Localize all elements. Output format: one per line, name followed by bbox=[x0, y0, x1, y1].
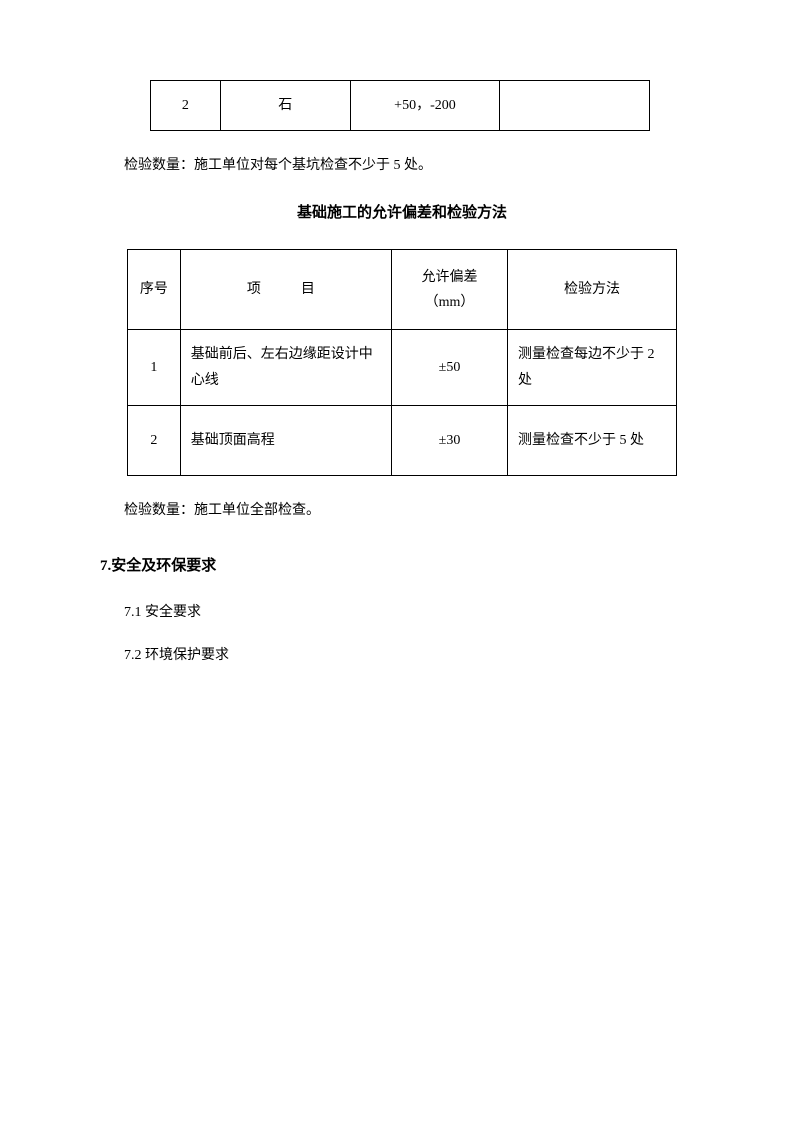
header-item: 项目 bbox=[180, 250, 391, 330]
cell-item: 石 bbox=[220, 81, 350, 131]
header-method: 检验方法 bbox=[508, 250, 677, 330]
table-row: 1 基础前后、左右边缘距设计中心线 ±50 测量检查每边不少于 2 处 bbox=[128, 330, 677, 405]
table2-title: 基础施工的允许偏差和检验方法 bbox=[100, 200, 704, 227]
table-row: 2 石 +50，-200 bbox=[151, 81, 650, 131]
cell-method: 测量检查不少于 5 处 bbox=[508, 405, 677, 475]
cell-tolerance: ±50 bbox=[391, 330, 507, 405]
header-tolerance-l2: （mm） bbox=[425, 295, 475, 310]
cell-no: 2 bbox=[151, 81, 221, 131]
tolerance-table: 序号 项目 允许偏差 （mm） 检验方法 1 基础前后、左右边缘距设计中心线 ±… bbox=[127, 249, 677, 475]
table-header-row: 序号 项目 允许偏差 （mm） 检验方法 bbox=[128, 250, 677, 330]
inspection-note-2: 检验数量：施工单位全部检查。 bbox=[124, 498, 704, 523]
header-no: 序号 bbox=[128, 250, 181, 330]
cell-method bbox=[500, 81, 650, 131]
table-row: 2 基础顶面高程 ±30 测量检查不少于 5 处 bbox=[128, 405, 677, 475]
header-tolerance: 允许偏差 （mm） bbox=[391, 250, 507, 330]
cell-item: 基础顶面高程 bbox=[180, 405, 391, 475]
page-content: 2 石 +50，-200 检验数量：施工单位对每个基坑检查不少于 5 处。 基础… bbox=[0, 0, 794, 766]
cell-item: 基础前后、左右边缘距设计中心线 bbox=[180, 330, 391, 405]
cell-tolerance: ±30 bbox=[391, 405, 507, 475]
cell-no: 2 bbox=[128, 405, 181, 475]
inspection-note-1: 检验数量：施工单位对每个基坑检查不少于 5 处。 bbox=[124, 153, 704, 178]
section-7-heading: 7.安全及环保要求 bbox=[100, 553, 704, 580]
table-fragment: 2 石 +50，-200 bbox=[150, 80, 650, 131]
header-tolerance-l1: 允许偏差 bbox=[421, 270, 477, 285]
cell-tolerance: +50，-200 bbox=[350, 81, 500, 131]
subsection-7-2: 7.2 环境保护要求 bbox=[124, 643, 704, 668]
cell-method: 测量检查每边不少于 2 处 bbox=[508, 330, 677, 405]
subsection-7-1: 7.1 安全要求 bbox=[124, 600, 704, 625]
cell-no: 1 bbox=[128, 330, 181, 405]
